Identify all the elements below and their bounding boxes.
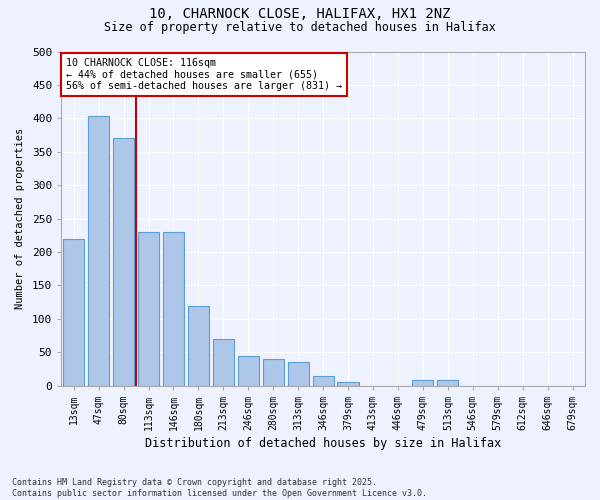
Bar <box>213 339 234 386</box>
Bar <box>138 232 159 386</box>
Bar <box>88 116 109 386</box>
Bar <box>313 376 334 386</box>
Y-axis label: Number of detached properties: Number of detached properties <box>15 128 25 310</box>
Bar <box>337 382 359 386</box>
Bar <box>263 359 284 386</box>
Bar <box>163 232 184 386</box>
Bar <box>412 380 433 386</box>
Text: 10 CHARNOCK CLOSE: 116sqm
← 44% of detached houses are smaller (655)
56% of semi: 10 CHARNOCK CLOSE: 116sqm ← 44% of detac… <box>67 58 343 92</box>
Bar <box>113 138 134 386</box>
Bar <box>287 362 309 386</box>
Bar <box>238 356 259 386</box>
Bar <box>188 306 209 386</box>
Text: Size of property relative to detached houses in Halifax: Size of property relative to detached ho… <box>104 22 496 35</box>
X-axis label: Distribution of detached houses by size in Halifax: Distribution of detached houses by size … <box>145 437 501 450</box>
Text: 10, CHARNOCK CLOSE, HALIFAX, HX1 2NZ: 10, CHARNOCK CLOSE, HALIFAX, HX1 2NZ <box>149 8 451 22</box>
Bar <box>63 238 84 386</box>
Text: Contains HM Land Registry data © Crown copyright and database right 2025.
Contai: Contains HM Land Registry data © Crown c… <box>12 478 427 498</box>
Bar <box>437 380 458 386</box>
